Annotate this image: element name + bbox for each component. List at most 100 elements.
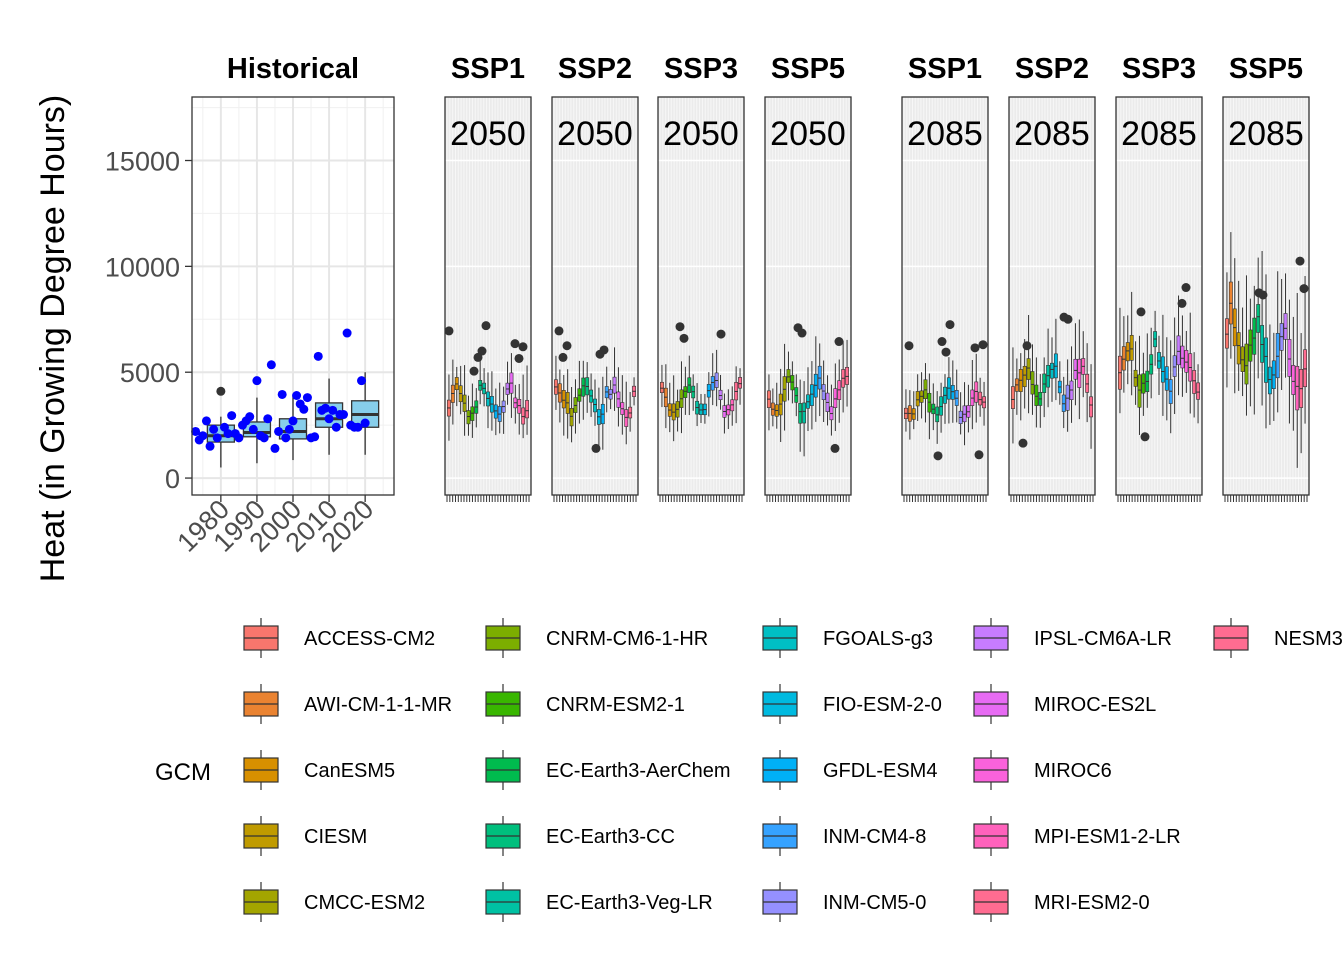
legend-item: ACCESS-CM2 — [243, 618, 435, 658]
gcm-box — [974, 381, 979, 403]
outlier-point — [216, 386, 226, 396]
future-panel — [764, 96, 852, 502]
panel-title: SSP2 — [1015, 53, 1089, 85]
outlier-point — [554, 326, 564, 336]
gcm-box — [624, 409, 629, 427]
legend-item: MIROC-ES2L — [973, 684, 1156, 724]
year-label: 2050 — [557, 115, 633, 153]
outlier-point — [1022, 341, 1032, 351]
outlier-point — [473, 352, 483, 362]
outlier-point — [937, 337, 947, 347]
outlier-point — [562, 341, 572, 351]
gcm-box — [1011, 386, 1015, 409]
gcm-box — [521, 407, 526, 425]
gcm-box — [581, 377, 586, 397]
year-label: 2085 — [1121, 115, 1197, 153]
future-panel — [444, 96, 532, 502]
legend-label: INM-CM5-0 — [823, 892, 926, 914]
legend-item: FGOALS-g3 — [762, 618, 933, 658]
data-point — [281, 433, 291, 443]
gcm-box — [978, 391, 983, 406]
gcm-box — [738, 377, 742, 389]
panel-plot-bg — [902, 97, 988, 495]
outlier-point — [675, 322, 685, 332]
gcm-box — [1283, 313, 1288, 340]
gcm-box — [1026, 358, 1031, 380]
legend-label: MRI-ESM2-0 — [1034, 892, 1150, 914]
data-point — [198, 431, 208, 441]
panel-title: SSP5 — [1229, 53, 1303, 85]
legend-item: CNRM-ESM2-1 — [485, 684, 685, 724]
gcm-box — [927, 392, 932, 413]
gcm-box — [616, 391, 621, 408]
legend-item: CMCC-ESM2 — [243, 882, 425, 922]
panel-plot-bg — [1009, 97, 1095, 495]
legend-item: INM-CM5-0 — [762, 882, 926, 922]
legend-label: MIROC-ES2L — [1034, 694, 1156, 716]
gcm-box — [683, 386, 688, 398]
panel-title: SSP2 — [558, 53, 632, 85]
data-point — [212, 433, 222, 443]
outlier-point — [444, 326, 454, 336]
legend-label: AWI-CM-1-1-MR — [304, 694, 452, 716]
gcm-box — [1184, 349, 1189, 373]
legend-item: EC-Earth3-CC — [485, 816, 675, 856]
gcm-box — [1164, 366, 1169, 391]
gcm-box — [710, 376, 715, 391]
gcm-box — [821, 384, 826, 400]
legend-item: EC-Earth3-AerChem — [485, 750, 731, 790]
panel-border — [657, 96, 745, 496]
data-point — [331, 422, 341, 432]
data-point — [313, 351, 323, 361]
gcm-box — [1287, 339, 1292, 377]
panel-title: SSP5 — [771, 53, 845, 85]
data-point — [252, 376, 262, 386]
panel-border — [764, 96, 852, 496]
data-point — [205, 441, 215, 451]
gcm-box — [923, 379, 928, 399]
panel-title: SSP1 — [451, 53, 525, 85]
legend-item: NESM3 — [1213, 618, 1343, 658]
gcm-box — [517, 399, 522, 414]
outlier-point — [1295, 256, 1305, 266]
outlier-point — [941, 347, 951, 357]
gcm-box — [486, 391, 490, 407]
data-point — [339, 410, 348, 420]
data-point — [284, 424, 294, 434]
legend-label: CMCC-ESM2 — [304, 892, 425, 914]
legend-label: CNRM-CM6-1-HR — [546, 628, 708, 650]
gcm-box — [593, 398, 597, 413]
legend-item: MRI-ESM2-0 — [973, 882, 1150, 922]
data-point — [299, 404, 309, 414]
gcm-box — [1133, 369, 1138, 387]
outlier-point — [830, 443, 840, 453]
gcm-box — [809, 384, 814, 406]
gcm-box — [1176, 335, 1181, 366]
panel-plot-bg — [445, 97, 531, 495]
gcm-box — [790, 375, 795, 391]
gcm-box — [1225, 318, 1229, 349]
data-point — [357, 376, 367, 386]
outlier-point — [679, 333, 689, 343]
gcm-box — [1172, 355, 1177, 377]
data-point — [266, 360, 276, 370]
outlier-point — [1018, 438, 1028, 448]
year-label: 2050 — [663, 115, 739, 153]
gcm-box — [939, 396, 944, 416]
outlier-point — [481, 321, 491, 331]
outlier-point — [514, 353, 524, 363]
data-point — [259, 433, 269, 443]
gcm-box — [1121, 346, 1126, 371]
panel-title: SSP1 — [908, 53, 982, 85]
outlier-point — [469, 366, 479, 376]
year-label: 2050 — [450, 115, 526, 153]
legend: GCM ACCESS-CM2 AWI-CM-1-1-MR CanESM5 CIESM CM… — [155, 618, 1343, 922]
outlier-point — [1059, 312, 1069, 322]
legend-item: IPSL-CM6A-LR — [973, 618, 1172, 658]
outlier-point — [933, 451, 943, 461]
legend-label: MIROC6 — [1034, 760, 1112, 782]
data-point — [320, 403, 330, 413]
gcm-box — [1180, 345, 1185, 369]
outlier-point — [945, 320, 955, 330]
gcm-box — [525, 400, 529, 419]
